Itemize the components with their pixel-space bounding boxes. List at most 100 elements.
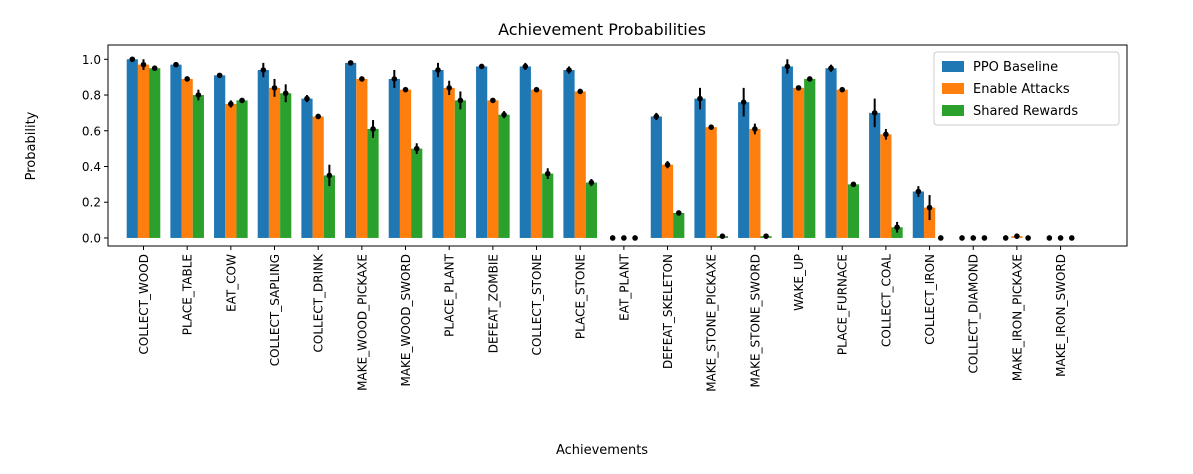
bar (323, 175, 335, 238)
bar (836, 89, 848, 238)
x-tick-label: MAKE_IRON_SWORD (1054, 254, 1068, 377)
bar (825, 68, 837, 238)
x-tick-label: MAKE_WOOD_PICKAXE (355, 254, 369, 391)
y-axis-title: Probability (24, 111, 39, 180)
mean-marker (752, 126, 758, 132)
mean-marker (522, 63, 529, 70)
mean-marker (1068, 235, 1075, 241)
legend-swatch (942, 105, 964, 116)
mean-marker (883, 131, 889, 138)
mean-marker (195, 92, 202, 98)
mean-marker (151, 65, 158, 72)
bar (443, 87, 455, 238)
mean-marker (533, 86, 540, 93)
x-tick-label: COLLECT_STONE (530, 254, 544, 355)
x-tick-label: WAKE_UP (792, 254, 806, 311)
bar (912, 191, 924, 238)
y-tick-label: 0.2 (82, 196, 101, 210)
legend-swatch (942, 83, 964, 94)
x-tick-label: MAKE_STONE_PICKAXE (705, 254, 719, 392)
bar (705, 127, 717, 238)
mean-marker (708, 124, 715, 130)
bar (356, 78, 368, 238)
x-tick-label: DEFEAT_SKELETON (661, 254, 675, 369)
mean-marker (239, 97, 245, 104)
bar (301, 98, 313, 238)
bar (388, 78, 400, 238)
mean-marker (850, 181, 857, 188)
mean-marker (304, 95, 310, 102)
mean-marker (140, 61, 147, 68)
bar (487, 100, 499, 238)
mean-marker (740, 99, 747, 105)
x-tick-label: PLACE_STONE (574, 254, 588, 339)
bar (542, 173, 554, 238)
mean-marker (402, 86, 409, 93)
mean-marker (1057, 235, 1064, 241)
bar (519, 66, 531, 238)
x-tick-label: COLLECT_SAPLING (268, 254, 282, 366)
bar (738, 102, 750, 238)
y-tick-label: 0.8 (82, 89, 101, 103)
mean-marker (981, 235, 988, 241)
legend-label: PPO Baseline (973, 60, 1058, 75)
x-tick-label: PLACE_PLANT (443, 253, 457, 337)
mean-marker (216, 72, 223, 79)
mean-marker (839, 86, 846, 93)
y-tick-label: 0.4 (82, 160, 101, 174)
error-bars-layer (129, 56, 1075, 241)
mean-marker (795, 85, 802, 91)
x-axis-title: Achievements (556, 443, 648, 458)
mean-marker (1002, 235, 1009, 241)
bar (411, 148, 423, 238)
bar (650, 116, 662, 238)
bars-layer (126, 59, 1078, 238)
bar (181, 78, 193, 238)
mean-marker (609, 235, 616, 241)
mean-marker (391, 76, 398, 82)
x-tick-label: COLLECT_COAL (879, 254, 893, 347)
mean-marker (228, 101, 234, 107)
mean-marker (359, 76, 365, 82)
bar (367, 128, 379, 238)
mean-marker (632, 235, 638, 241)
bar (170, 64, 182, 238)
mean-marker (915, 188, 922, 195)
bar (137, 64, 150, 238)
y-tick-label: 0.0 (82, 231, 101, 245)
bar (749, 128, 761, 238)
x-tick-label: COLLECT_DRINK (312, 253, 326, 353)
bar (454, 100, 466, 238)
legend-label: Enable Attacks (973, 82, 1070, 97)
bar (869, 112, 881, 238)
mean-marker (129, 56, 136, 63)
bar (694, 98, 706, 238)
y-tick-label: 0.6 (82, 124, 101, 138)
bar (880, 134, 892, 238)
bar (236, 100, 248, 238)
mean-marker (315, 113, 321, 120)
mean-marker (926, 204, 933, 211)
bar (214, 75, 226, 238)
legend-swatch (942, 61, 964, 72)
bar (847, 184, 860, 238)
mean-marker (959, 235, 965, 241)
bar (399, 89, 412, 238)
mean-marker (784, 63, 791, 70)
mean-marker (446, 85, 452, 91)
bar (476, 66, 488, 238)
bar (530, 89, 543, 238)
bar (225, 103, 237, 238)
bar (192, 95, 204, 238)
x-tick-label: MAKE_WOOD_SWORD (399, 254, 413, 387)
bar (923, 207, 936, 238)
mean-marker (271, 85, 278, 91)
mean-marker (577, 88, 583, 95)
mean-marker (282, 90, 289, 97)
legend: PPO Baseline Enable Attacks Shared Rewards (933, 51, 1120, 126)
mean-marker (1014, 233, 1020, 239)
plot-frame (107, 44, 1128, 247)
bar (345, 62, 357, 238)
legend-label: Shared Rewards (973, 104, 1078, 119)
